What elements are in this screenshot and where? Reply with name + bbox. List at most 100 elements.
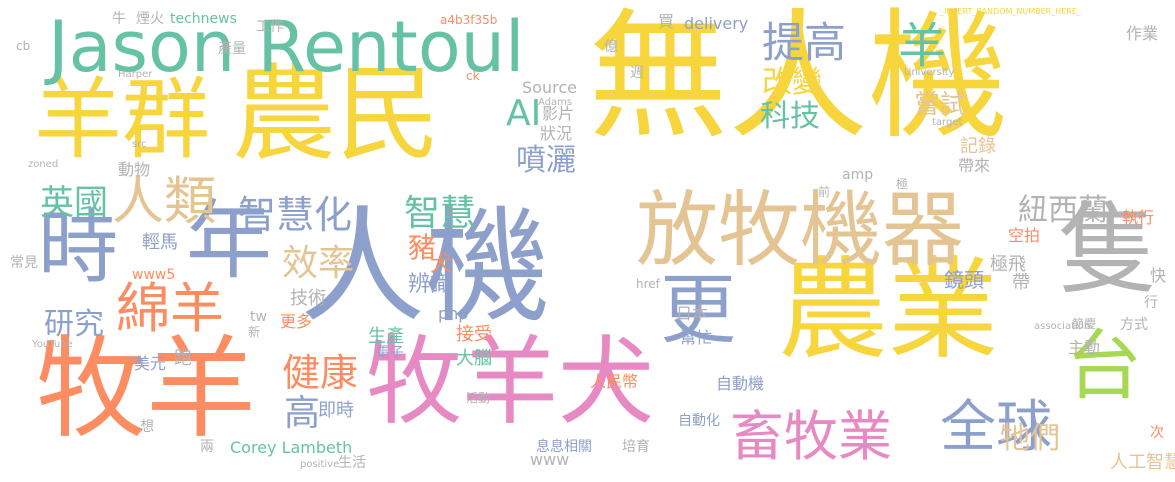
cloud-word: 執行 (1122, 208, 1155, 227)
cloud-word: 狀況 (540, 124, 573, 143)
cloud-word: 提高 (762, 18, 847, 67)
cloud-word: php (438, 304, 469, 323)
cloud-word: 億 (604, 39, 618, 55)
cloud-word: 改變 (762, 65, 822, 100)
cloud-word: 嘗試 (914, 90, 967, 120)
cloud-word: 隻 (1058, 191, 1158, 308)
cloud-word: 週 (630, 65, 644, 81)
cloud-word: 牧羊 (36, 325, 256, 453)
cloud-word: 主動 (1068, 338, 1101, 357)
cloud-word: YouTube (32, 339, 73, 350)
cloud-word: association (1034, 321, 1091, 332)
cloud-word: 噴灑 (516, 143, 576, 178)
cloud-word: Adams (538, 97, 573, 108)
cloud-word: 畜牧業 (730, 405, 892, 468)
cloud-word: Corey Lambeth (230, 438, 353, 457)
cloud-word: 新 (248, 325, 261, 339)
cloud-word: 無人機 (588, 0, 1009, 159)
cloud-word: target (932, 117, 963, 128)
cloud-word: 人民幣 (590, 372, 639, 391)
cloud-word: 影片 (542, 104, 575, 123)
cloud-word: 記錄 (960, 136, 996, 157)
cloud-word: 自動化 (678, 413, 720, 429)
cloud-word: amp (842, 167, 874, 183)
cloud-word: 智慧 (404, 193, 477, 234)
cloud-word: 煙火 (136, 11, 164, 27)
cloud-word: 效率 (282, 243, 355, 284)
cloud-word: 作業 (1126, 24, 1159, 43)
cloud-word: 動物 (118, 160, 151, 179)
cloud-word: Jason Rentoul (48, 6, 525, 88)
cloud-word: 技術 (290, 288, 326, 309)
cloud-word: positive (300, 459, 340, 470)
cloud-word: 息息相關 (536, 439, 592, 455)
cloud-word: 帶 (1012, 272, 1030, 293)
cloud-word: 方式 (1120, 317, 1148, 333)
cloud-word: Source (522, 78, 577, 97)
cloud-word: 日本 (676, 304, 709, 323)
cloud-word: 人機 (300, 195, 550, 340)
cloud-word: 節慶 (1072, 317, 1097, 331)
cloud-word: 活動 (466, 391, 491, 405)
cloud-word: 生產 (368, 326, 404, 347)
cloud-word: 前 (818, 185, 831, 199)
cloud-word: www5 (132, 267, 176, 283)
cloud-word: 人工智慧 (1110, 452, 1175, 473)
cloud-word: zoned (28, 159, 59, 170)
cloud-word: tw (250, 309, 267, 325)
cloud-word: www (530, 450, 570, 469)
cloud-word: 羊群 (34, 68, 211, 171)
cloud-word: 常見 (10, 255, 38, 271)
cloud-word: 牧羊犬 (366, 326, 654, 438)
cloud-word: 犬 (430, 252, 453, 277)
cloud-word: 人類 (112, 172, 217, 232)
cloud-word: 英國 (40, 183, 108, 223)
cloud-word: 農業 (778, 246, 998, 374)
cloud-word: 研究 (44, 307, 104, 342)
cloud-word: a4b3f35b (440, 13, 498, 27)
cloud-word: 兩 (200, 439, 214, 455)
cloud-word: 接受 (456, 324, 492, 345)
cloud-word: 時 (38, 201, 118, 294)
cloud-word: 幫忙 (680, 328, 713, 347)
cloud-word: 大腦 (456, 348, 492, 369)
cloud-word: 辨識 (408, 272, 453, 297)
cloud-word: Harper (118, 69, 153, 80)
cloud-word: 生活 (338, 455, 366, 471)
cloud-word: 行 (1144, 295, 1158, 311)
cloud-word: 牠們 (1000, 421, 1060, 456)
cloud-word: 鏡頭 (944, 268, 984, 292)
cloud-word: 想 (140, 419, 154, 435)
cloud-word: 即時 (318, 400, 354, 421)
cloud-word: cb (16, 39, 31, 53)
cloud-word: University (904, 67, 955, 78)
cloud-word: src (132, 139, 147, 150)
cloud-word: 培育 (622, 439, 650, 455)
cloud-word: 放牧機器 (636, 183, 965, 278)
cloud-word: 健康 (282, 351, 359, 395)
cloud-word: 綿羊 (116, 277, 224, 340)
cloud-word: 快 (1150, 266, 1167, 285)
cloud-word: 科技 (760, 99, 820, 134)
cloud-word: 買 (658, 12, 675, 31)
cloud-word: AI (506, 93, 542, 134)
cloud-word: 極飛 (990, 254, 1026, 275)
cloud-word: 台 (1066, 321, 1142, 410)
cloud-word: delivery (684, 14, 749, 33)
cloud-word: 更多 (280, 312, 313, 331)
cloud-word: 輕馬 (142, 232, 178, 253)
cloud-word: 自動機 (716, 374, 765, 393)
cloud-word: 產量 (218, 41, 246, 57)
cloud-word: 牛 (112, 11, 126, 27)
cloud-word: 空拍 (1008, 226, 1041, 245)
cloud-word: 紐西蘭 (1018, 193, 1108, 228)
cloud-word: href (636, 277, 660, 291)
cloud-word: 高 (284, 393, 321, 434)
cloud-word: 智慧化 (238, 193, 353, 237)
cloud-word: 次 (1150, 425, 1164, 441)
cloud-word: 跑 (174, 348, 192, 369)
cloud-word: 極 (896, 177, 909, 191)
cloud-word: technews (170, 11, 237, 27)
cloud-word: 豬 (408, 231, 437, 264)
